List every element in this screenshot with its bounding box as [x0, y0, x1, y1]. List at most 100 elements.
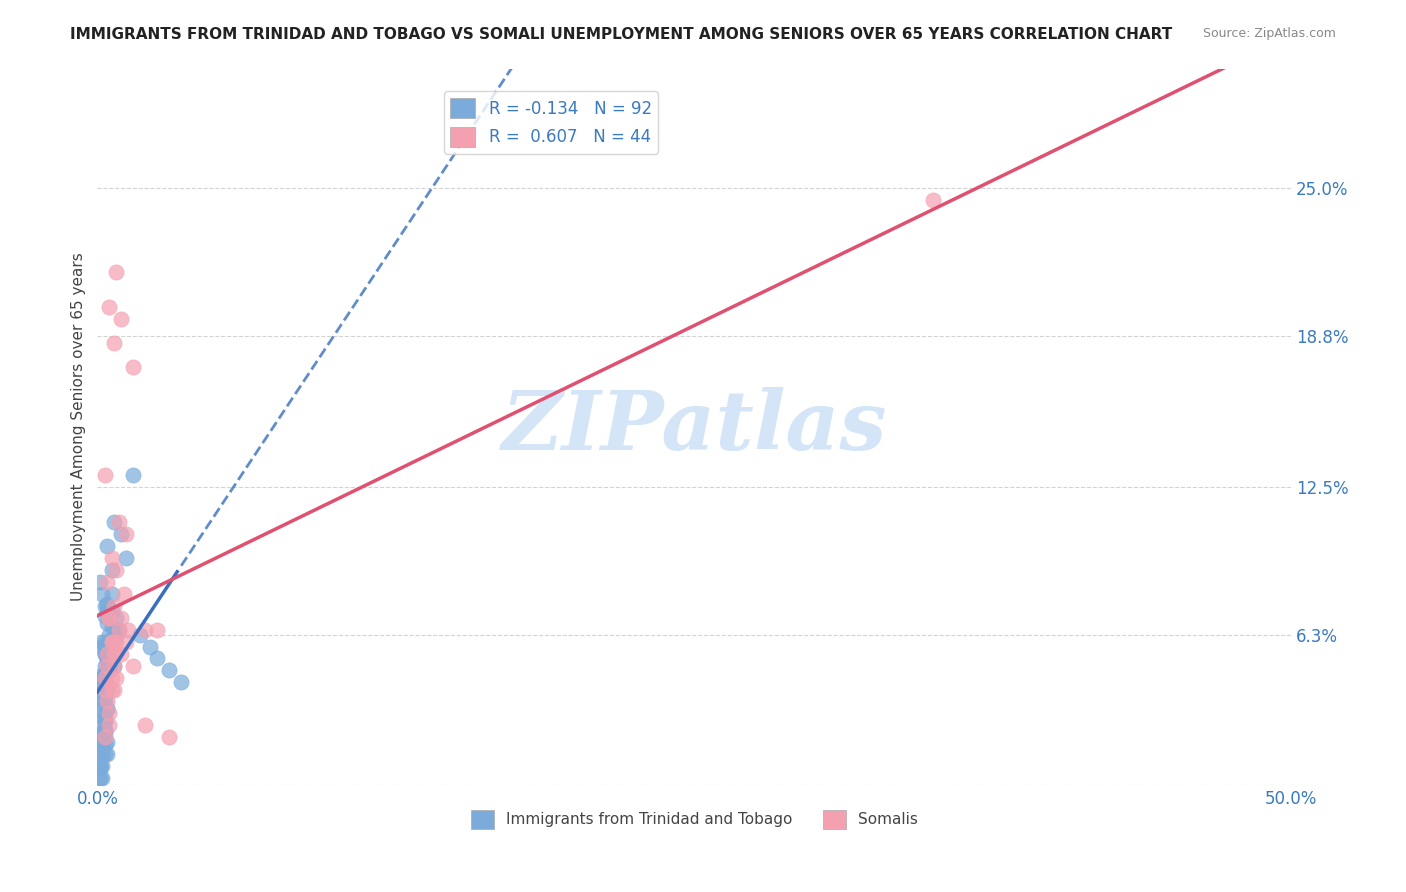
Point	[105, 611, 128, 625]
Point	[91, 690, 114, 704]
Point	[122, 467, 145, 482]
Point	[89, 687, 111, 701]
Point	[91, 714, 114, 728]
Point	[93, 671, 115, 685]
Point	[146, 651, 169, 665]
Point	[98, 658, 121, 673]
Point	[96, 647, 118, 661]
Point	[96, 701, 118, 715]
Point	[93, 665, 115, 680]
Point	[93, 678, 115, 692]
Point	[93, 599, 115, 613]
Point	[103, 336, 125, 351]
Point	[103, 682, 125, 697]
Point	[91, 671, 114, 685]
Point	[93, 634, 115, 648]
Point	[100, 563, 122, 577]
Point	[98, 706, 121, 721]
Point	[96, 694, 118, 708]
Point	[93, 723, 115, 738]
Point	[108, 623, 131, 637]
Point	[105, 634, 128, 648]
Point	[91, 671, 114, 685]
Point	[100, 604, 122, 618]
Point	[129, 627, 152, 641]
Point	[105, 671, 128, 685]
Point	[91, 735, 114, 749]
Point	[93, 694, 115, 708]
Point	[93, 467, 115, 482]
Point	[98, 611, 121, 625]
Point	[89, 759, 111, 773]
Point	[93, 731, 115, 745]
Point	[89, 771, 111, 785]
Point	[98, 718, 121, 732]
Point	[93, 725, 115, 739]
Point	[134, 623, 156, 637]
Point	[91, 725, 114, 739]
Point	[98, 611, 121, 625]
Point	[96, 658, 118, 673]
Point	[89, 692, 111, 706]
Point	[89, 682, 111, 697]
Point	[91, 587, 114, 601]
Point	[93, 711, 115, 725]
Text: IMMIGRANTS FROM TRINIDAD AND TOBAGO VS SOMALI UNEMPLOYMENT AMONG SENIORS OVER 65: IMMIGRANTS FROM TRINIDAD AND TOBAGO VS S…	[70, 27, 1173, 42]
Point	[103, 516, 125, 530]
Point	[110, 611, 132, 625]
Point	[105, 630, 128, 644]
Point	[93, 682, 115, 697]
Point	[157, 664, 180, 678]
Point	[105, 264, 128, 278]
Point	[89, 771, 111, 785]
Point	[93, 747, 115, 761]
Point	[96, 701, 118, 715]
Point	[98, 301, 121, 315]
Point	[93, 690, 115, 704]
Point	[103, 627, 125, 641]
Text: ZIPatlas: ZIPatlas	[502, 387, 887, 467]
Point	[115, 527, 138, 541]
Legend: Immigrants from Trinidad and Tobago, Somalis: Immigrants from Trinidad and Tobago, Som…	[465, 804, 924, 835]
Point	[96, 599, 118, 613]
Point	[108, 516, 131, 530]
Point	[98, 627, 121, 641]
Point	[89, 575, 111, 590]
Point	[96, 735, 118, 749]
Point	[103, 647, 125, 661]
Point	[922, 193, 945, 207]
Point	[105, 563, 128, 577]
Point	[110, 312, 132, 326]
Point	[100, 634, 122, 648]
Point	[96, 682, 118, 697]
Point	[100, 620, 122, 634]
Point	[112, 587, 135, 601]
Point	[93, 738, 115, 752]
Point	[89, 759, 111, 773]
Point	[110, 647, 132, 661]
Point	[96, 539, 118, 553]
Point	[110, 527, 132, 541]
Point	[115, 634, 138, 648]
Point	[91, 747, 114, 761]
Point	[91, 701, 114, 715]
Point	[103, 599, 125, 613]
Point	[96, 665, 118, 680]
Point	[96, 647, 118, 661]
Point	[93, 640, 115, 654]
Point	[89, 749, 111, 764]
Point	[100, 682, 122, 697]
Point	[170, 675, 193, 690]
Point	[93, 608, 115, 623]
Text: Source: ZipAtlas.com: Source: ZipAtlas.com	[1202, 27, 1336, 40]
Point	[98, 664, 121, 678]
Point	[139, 640, 162, 654]
Point	[108, 623, 131, 637]
Point	[100, 634, 122, 648]
Point	[96, 615, 118, 630]
Point	[103, 658, 125, 673]
Point	[91, 634, 114, 648]
Point	[91, 680, 114, 694]
Point	[103, 658, 125, 673]
Point	[91, 735, 114, 749]
